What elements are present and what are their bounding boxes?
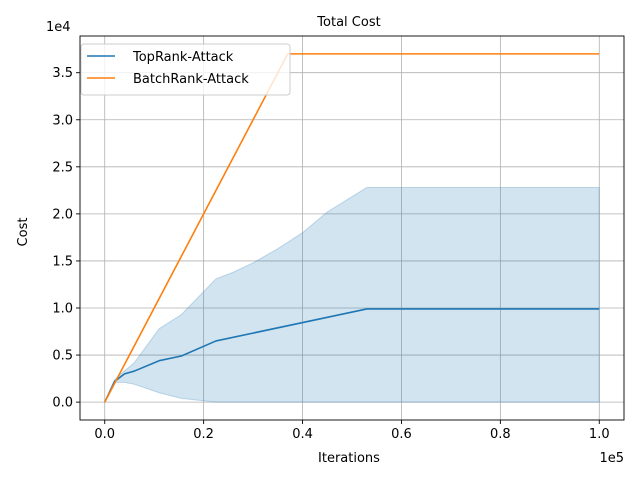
x-tick-label-5: 1.0 xyxy=(589,427,610,442)
tick-layer: 0.0 0.2 0.4 0.6 0.8 1.0 0.0 0.5 1.0 1.5 2.0 2.5 3.0 3… xyxy=(52,66,609,442)
axes-frame xyxy=(79,35,625,421)
grid-layer xyxy=(80,36,624,420)
y-tick-label-1: 0.5 xyxy=(52,349,73,364)
legend-box xyxy=(80,43,291,96)
confidence-band xyxy=(104,187,600,403)
plot-frame xyxy=(79,35,625,421)
legend: TopRank-Attack BatchRank-Attack xyxy=(80,43,291,96)
legend-label-0: TopRank-Attack xyxy=(132,50,234,65)
x-tick-label-3: 0.6 xyxy=(391,427,412,442)
y-tick-label-3: 1.5 xyxy=(52,254,73,269)
x-offset-text: 1e5 xyxy=(599,451,624,466)
y-tick-label-4: 2.0 xyxy=(52,207,73,222)
y-tick-label-2: 1.0 xyxy=(52,302,73,317)
y-tick-label-0: 0.0 xyxy=(52,396,73,411)
y-axis-title: Cost xyxy=(16,218,31,247)
band-layer xyxy=(104,187,600,403)
y-tick-label-7: 3.5 xyxy=(52,66,73,81)
y-offset-text: 1e4 xyxy=(46,20,71,35)
x-tick-label-2: 0.4 xyxy=(292,427,313,442)
legend-label-1: BatchRank-Attack xyxy=(133,72,249,87)
y-tick-label-6: 3.0 xyxy=(52,113,73,128)
chart-title: Total Cost xyxy=(316,15,380,30)
x-tick-label-4: 0.8 xyxy=(490,427,511,442)
y-tick-label-5: 2.5 xyxy=(52,160,73,175)
x-axis-title: Iterations xyxy=(318,451,380,466)
x-tick-label-1: 0.2 xyxy=(193,427,214,442)
series-line-toprank-attack xyxy=(104,308,600,403)
x-tick-label-0: 0.0 xyxy=(94,427,115,442)
